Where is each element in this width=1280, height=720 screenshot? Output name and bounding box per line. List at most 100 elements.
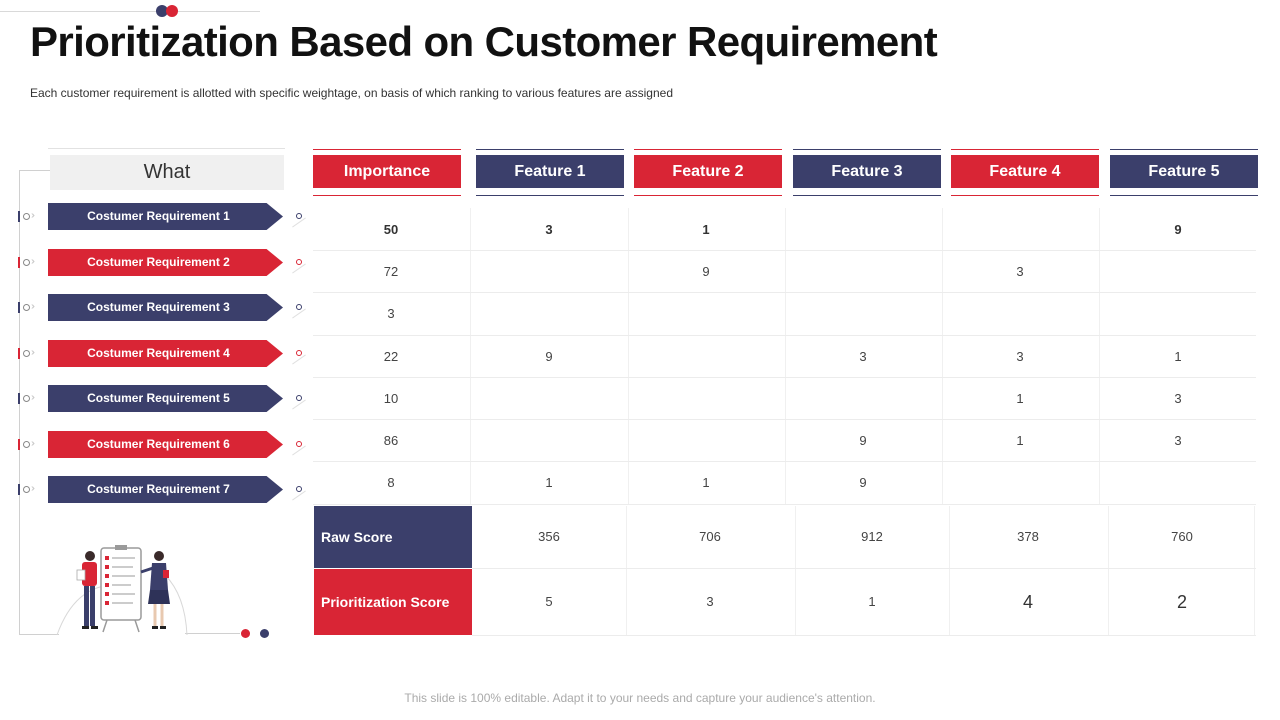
page-title: Prioritization Based on Customer Require… [30,18,938,65]
requirement-connector [292,308,306,319]
header-label: Feature 1 [476,155,624,188]
column-header-feature-4: Feature 4 [951,149,1099,197]
feature-score-cell [1103,462,1253,504]
column-divider [949,569,950,635]
row-divider [313,419,1256,420]
importance-cell: 72 [383,264,399,279]
requirement-circle-icon [23,304,30,311]
requirement-label: Costumer Requirement 3 [48,294,283,321]
requirement-tick [18,257,20,268]
page-subtitle: Each customer requirement is allotted wi… [30,86,674,100]
chevron-right-icon: ››› [31,301,35,312]
header-top-line [1110,149,1258,150]
prioritization-score-cell: 3 [706,594,714,609]
prioritization-score-cell: 2 [1176,592,1187,612]
requirement-tick [18,393,20,404]
feature-score-cell [788,251,938,293]
feature-score-cell: 1 [702,475,710,490]
top-dot-navy [156,5,168,17]
requirement-connector [292,399,306,410]
feature-score-cell: 1 [1174,349,1182,364]
importance-cell: 8 [387,475,395,490]
requirement-item: ››› Costumer Requirement 4 [16,340,306,367]
header-top-line [313,149,461,150]
footer-note: This slide is 100% editable. Adapt it to… [404,691,876,705]
feature-score-cell [631,293,781,335]
chevron-right-icon: ››› [31,256,35,267]
feature-score-cell: 3 [1016,349,1024,364]
chevron-right-icon: ››› [31,483,35,494]
importance-cell: 50 [383,222,399,237]
feature-score-cell: 1 [1016,433,1024,448]
requirement-item: ››› Costumer Requirement 1 [16,203,306,230]
column-header-feature-5: Feature 5 [1110,149,1258,197]
raw-score-cell: 706 [699,529,721,544]
requirement-connector [292,490,306,501]
requirement-connector [292,445,306,456]
feature-score-cell: 9 [859,433,867,448]
feature-score-cell: 3 [1174,391,1182,406]
header-bottom-line [1110,195,1258,196]
row-divider [313,292,1256,293]
requirement-end-circle-icon [296,304,302,310]
feature-score-cell [474,251,624,293]
requirement-tick [18,302,20,313]
row-divider [313,250,1256,251]
feature-score-cell: 9 [859,475,867,490]
importance-cell: 22 [383,349,399,364]
requirement-label: Costumer Requirement 1 [48,203,283,230]
requirement-circle-icon [23,350,30,357]
raw-score-label: Raw Score [314,506,472,568]
feature-score-cell: 1 [545,475,553,490]
feature-score-cell [1103,251,1253,293]
importance-cell: 3 [387,306,395,321]
header-bottom-line [951,195,1099,196]
header-bottom-line [313,195,461,196]
people-board-illustration [56,545,188,635]
row-divider [313,461,1256,462]
top-divider [0,11,260,12]
column-divider [785,208,786,504]
feature-score-cell: 3 [1016,264,1024,279]
feature-score-cell [474,293,624,335]
prioritization-score-label: Prioritization Score [314,569,472,635]
chevron-right-icon: ››› [31,438,35,449]
column-header-feature-1: Feature 1 [476,149,624,197]
feature-score-cell [631,420,781,462]
raw-score-cell: 378 [1017,529,1039,544]
requirement-label: Costumer Requirement 2 [48,249,283,276]
top-dot-red [166,5,178,17]
header-bottom-line [793,195,941,196]
requirement-label: Costumer Requirement 4 [48,340,283,367]
requirement-end-circle-icon [296,441,302,447]
row-divider [313,335,1256,336]
feature-score-cell [788,293,938,335]
prioritization-score-cell: 5 [545,594,553,609]
chevron-right-icon: ››› [31,210,35,221]
header-bottom-line [476,195,624,196]
feature-score-cell: 3 [859,349,867,364]
row-divider [313,377,1256,378]
feature-score-cell: 9 [545,349,553,364]
feature-score-cell [474,378,624,420]
header-label: Feature 4 [951,155,1099,188]
chevron-right-icon: ››› [31,347,35,358]
feature-score-cell: 3 [545,222,553,237]
left-bottom-line [185,633,240,634]
column-divider [942,208,943,504]
requirement-connector [292,354,306,365]
column-divider [626,569,627,635]
decor-dot-red [241,629,250,638]
column-divider [795,506,796,568]
column-divider [470,208,471,504]
requirement-label: Costumer Requirement 7 [48,476,283,503]
requirement-label: Costumer Requirement 6 [48,431,283,458]
feature-score-cell [788,378,938,420]
decor-dot-navy [260,629,269,638]
raw-score-cell: 760 [1171,529,1193,544]
column-divider [795,569,796,635]
requirement-circle-icon [23,395,30,402]
header-top-line [476,149,624,150]
feature-score-cell [945,209,1095,251]
requirement-item: ››› Costumer Requirement 5 [16,385,306,412]
